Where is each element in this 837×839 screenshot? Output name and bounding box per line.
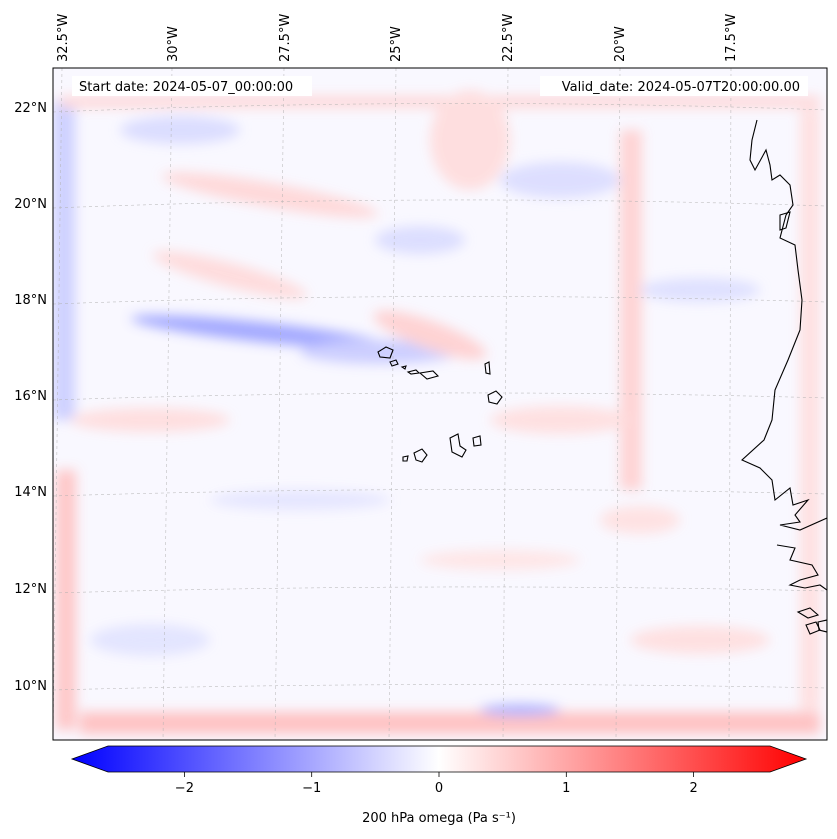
lon-label: 27.5°W [278, 14, 293, 62]
lat-label: 22°N [14, 101, 47, 116]
valid-date-box [540, 76, 808, 96]
africa-coast-south [776, 544, 827, 591]
lon-label: 22.5°W [501, 14, 516, 62]
colorbar-label: 200 hPa omega (Pa s⁻¹) [362, 811, 516, 826]
map-frame [52, 67, 828, 741]
colorbar-tick-label: 1 [562, 781, 570, 796]
start-date-text: Start date: 2024-05-07_00:00:00 [79, 80, 293, 95]
latitude-labels: 22°N 20°N 18°N 16°N 14°N 12°N 10°N [14, 101, 47, 694]
santiago [449, 433, 467, 458]
lat-label: 14°N [14, 485, 47, 500]
colorbar-body [70, 745, 808, 773]
africa-coast [741, 119, 827, 531]
gridlines [53, 68, 827, 740]
lat-label: 18°N [14, 293, 47, 308]
lat-label: 20°N [14, 197, 47, 212]
colorbar-tick-label: 2 [689, 781, 697, 796]
maio [472, 435, 482, 447]
colorbar-tick-label: 0 [435, 781, 443, 796]
lat-label: 10°N [14, 679, 47, 694]
sao-nicolau-east [418, 370, 440, 380]
omega-field [53, 68, 827, 740]
santo-antao [377, 346, 394, 359]
start-date-box [72, 76, 312, 96]
santa-luzia [400, 365, 407, 370]
lon-label: 20°W [613, 26, 628, 62]
fogo [413, 448, 428, 463]
sao-vicente [389, 359, 399, 367]
lat-label: 16°N [14, 389, 47, 404]
lon-label: 17.5°W [724, 14, 739, 62]
colorbar-ticks [183, 772, 695, 777]
sao-nicolau [406, 369, 421, 375]
lon-label: 25°W [389, 26, 404, 62]
coastline [741, 119, 827, 635]
colorbar-tick-label: −1 [302, 781, 321, 796]
cape-verde-islands [377, 346, 503, 463]
colorbar: −2 −1 0 1 2 200 hPa omega (Pa s⁻¹) [70, 745, 808, 826]
lat-label: 12°N [14, 582, 47, 597]
longitude-labels: 32.5°W 30°W 27.5°W 25°W 22.5°W 20°W 17.5… [56, 14, 739, 62]
colorbar-tick-label: −2 [175, 781, 194, 796]
lon-label: 32.5°W [56, 14, 71, 62]
lon-label: 30°W [166, 26, 181, 62]
brava [402, 455, 409, 462]
boa-vista [487, 390, 503, 405]
valid-date-text: Valid_date: 2024-05-07T20:00:00.00 [562, 80, 800, 95]
sal [484, 361, 491, 375]
